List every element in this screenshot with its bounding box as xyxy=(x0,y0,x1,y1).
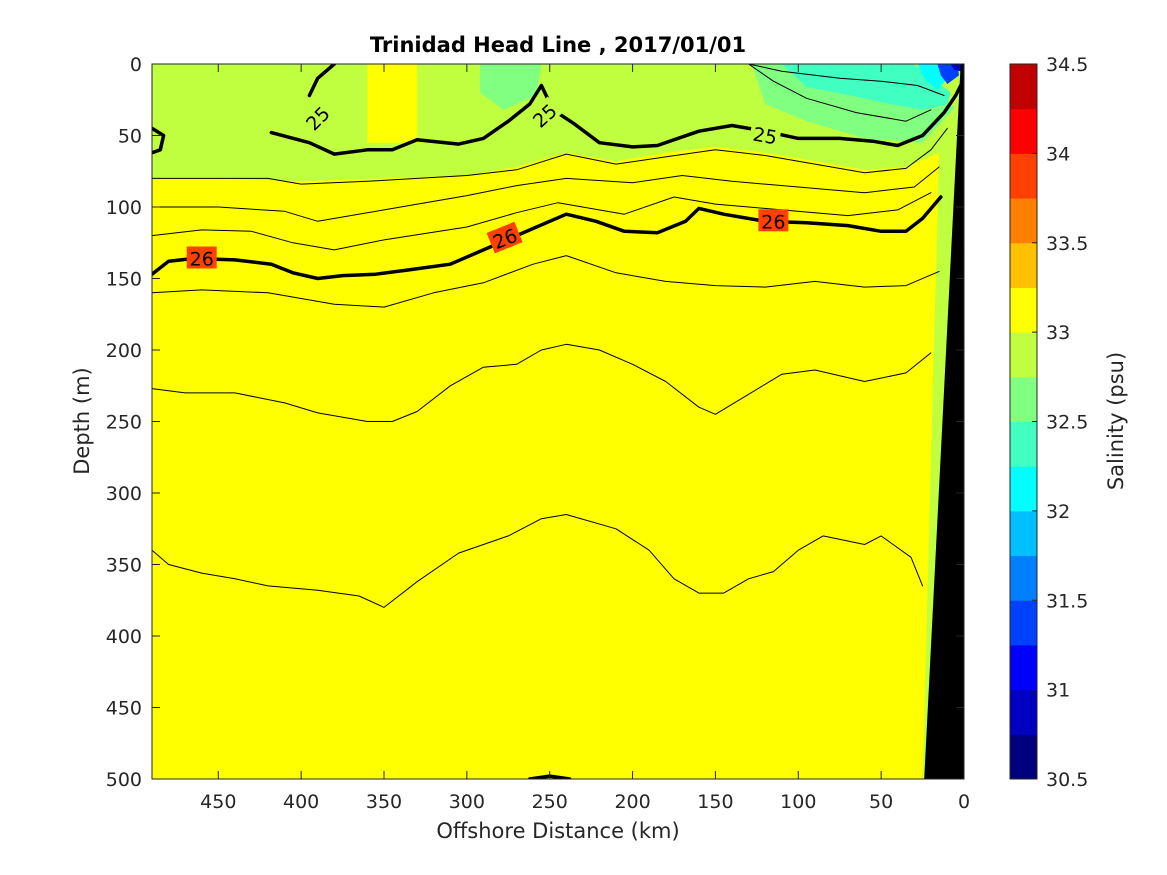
density-contour-7 xyxy=(152,192,932,251)
yellow-band-345 xyxy=(367,64,418,143)
contour-label-5: 26 xyxy=(758,209,789,233)
colorbar-tick-label: 32.5 xyxy=(1046,412,1088,434)
colorbar-swatch-3 xyxy=(1010,600,1037,646)
salinity-fields xyxy=(152,146,940,779)
colorbar-swatch-15 xyxy=(1010,64,1037,110)
contour-label-bg xyxy=(525,96,563,133)
x-axis: 450 400 350 300 250 200 150 100 50 0 xyxy=(200,64,970,813)
y-tick-label: 450 xyxy=(106,698,142,720)
density-contour-2 xyxy=(152,126,166,155)
x-tick-label: 0 xyxy=(958,791,970,813)
y-tick-label: 0 xyxy=(130,54,142,76)
contour-label-text: 25 xyxy=(751,124,779,150)
colorbar-tick-label: 31.5 xyxy=(1046,590,1088,612)
colorbar-swatches xyxy=(1010,64,1037,780)
contour-label-bg xyxy=(748,121,782,148)
contour-label-text: 26 xyxy=(190,249,214,271)
y-tick-label: 50 xyxy=(118,126,142,148)
colorbar-swatch-11 xyxy=(1010,242,1037,288)
y-tick-label: 250 xyxy=(106,412,142,434)
x-tick-label: 400 xyxy=(283,791,319,813)
colorbar-swatch-0 xyxy=(1010,734,1037,780)
land-mask-shape xyxy=(924,64,964,779)
contour-label-bg xyxy=(186,246,217,269)
colorbar-swatch-7 xyxy=(1010,421,1037,467)
y-axis-label: Depth (m) xyxy=(70,367,94,474)
colorbar-swatch-2 xyxy=(1010,644,1037,691)
green-patch-125 xyxy=(751,64,956,143)
colorbar-swatch-12 xyxy=(1010,198,1037,244)
colorbar-swatch-4 xyxy=(1010,555,1037,601)
density-contour-5 xyxy=(152,127,948,185)
contour-label-text: 26 xyxy=(761,211,785,233)
y-tick-label: 200 xyxy=(106,340,142,362)
x-tick-label: 50 xyxy=(869,791,893,813)
x-tick-label: 300 xyxy=(449,791,485,813)
blue-patch-surface xyxy=(937,64,959,84)
green-patch-270 xyxy=(480,64,542,110)
x-tick-label: 350 xyxy=(366,791,402,813)
contour-label-bg xyxy=(486,221,523,254)
x-tick-label: 100 xyxy=(780,791,816,813)
x-tick-label: 250 xyxy=(532,791,568,813)
density-contour-10 xyxy=(152,514,924,608)
x-tick-label: 200 xyxy=(614,791,650,813)
colorbar-ticks: 30.5 31 31.5 32 32.5 33 33.5 34 34.5 xyxy=(1032,54,1088,791)
navy-patch-surface xyxy=(950,64,963,72)
colorbar-swatch-5 xyxy=(1010,510,1037,557)
y-tick-label: 350 xyxy=(106,555,142,577)
colorbar-swatch-10 xyxy=(1010,287,1037,333)
surface-patches xyxy=(367,64,963,143)
colorbar-swatch-9 xyxy=(1010,332,1037,378)
colorbar-label: Salinity (psu) xyxy=(1104,352,1128,490)
colorbar: 30.5 31 31.5 32 32.5 33 33.5 34 34.5 Salinity (p… xyxy=(1009,54,1128,791)
y-tick-label: 150 xyxy=(106,269,142,291)
colorbar-swatch-13 xyxy=(1010,153,1037,199)
density-contour-12 xyxy=(748,64,932,122)
colorbar-swatch-6 xyxy=(1010,466,1037,512)
density-contour-9 xyxy=(152,343,932,422)
chart-title: Trinidad Head Line , 2017/01/01 xyxy=(370,33,746,57)
colorbar-tick-label: 34.5 xyxy=(1046,54,1088,76)
colorbar-tick-label: 30.5 xyxy=(1046,769,1088,791)
y-tick-label: 100 xyxy=(106,197,142,219)
contour-label-3: 26 xyxy=(186,246,217,271)
density-contour-8 xyxy=(152,255,940,308)
colorbar-swatch-1 xyxy=(1010,689,1037,735)
y-axis: 0 50 100 150 200 250 300 350 400 450 500 xyxy=(106,54,964,791)
y-tick-label: 400 xyxy=(106,626,142,648)
x-axis-label: Offshore Distance (km) xyxy=(436,819,679,843)
colorbar-swatch-8 xyxy=(1010,376,1037,422)
colorbar-tick-label: 31 xyxy=(1046,680,1070,702)
y-tick-label: 500 xyxy=(106,769,142,791)
density-contour-6 xyxy=(152,166,940,222)
contour-label-bg xyxy=(758,209,789,232)
contour-label-2: 25 xyxy=(748,121,782,150)
colorbar-tick-label: 32 xyxy=(1046,501,1070,523)
density-contours xyxy=(152,64,963,779)
density-contour-1 xyxy=(307,64,337,98)
contour-label-bg xyxy=(298,99,336,136)
x-tick-label: 150 xyxy=(697,791,733,813)
colorbar-tick-label: 33 xyxy=(1046,322,1070,344)
teal-patch-surface xyxy=(781,64,951,110)
x-tick-label: 450 xyxy=(200,791,236,813)
colorbar-swatch-14 xyxy=(1010,108,1037,154)
density-contour-11 xyxy=(748,64,945,96)
land-mask xyxy=(924,64,964,779)
colorbar-tick-label: 34 xyxy=(1046,143,1070,165)
y-tick-label: 300 xyxy=(106,483,142,505)
salinity-field-4 xyxy=(152,146,940,779)
density-contour-0 xyxy=(269,83,963,156)
density-contour-3 xyxy=(152,195,943,281)
colorbar-tick-label: 33.5 xyxy=(1046,233,1088,255)
